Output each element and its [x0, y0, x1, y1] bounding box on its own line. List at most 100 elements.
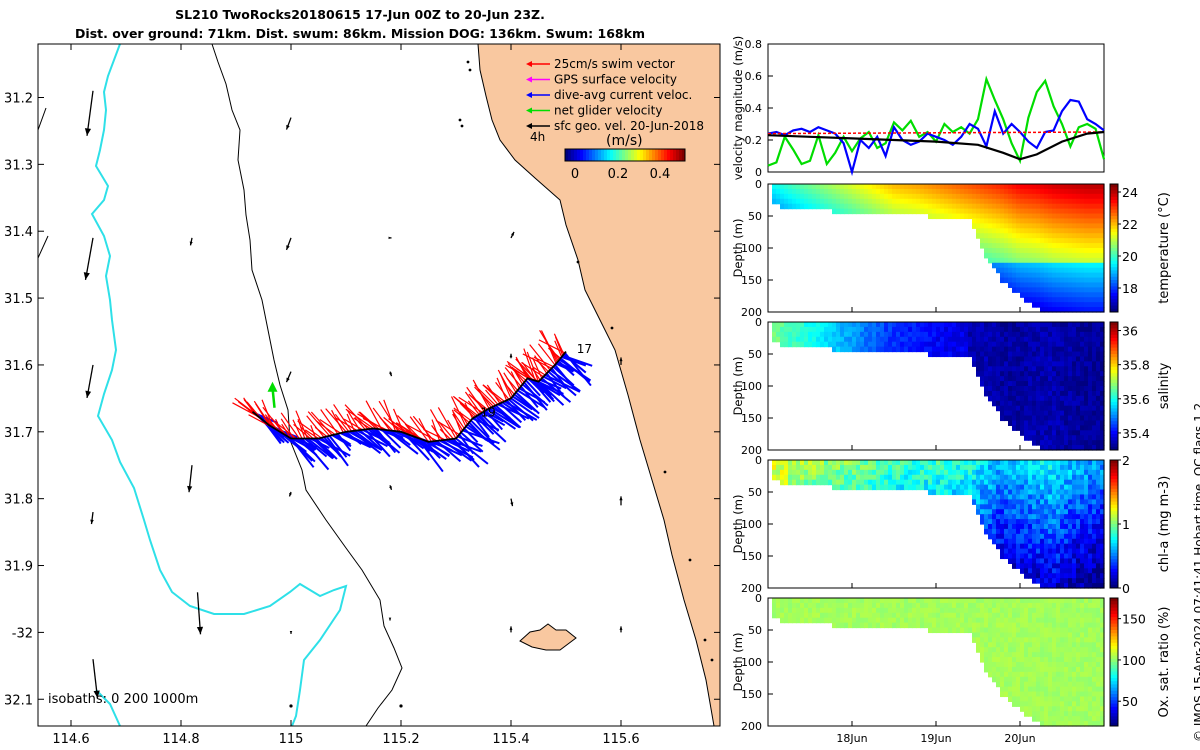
section-cell: [1100, 716, 1105, 722]
section-cell: [1048, 223, 1053, 229]
section-cell: [1076, 203, 1081, 210]
section-cell: [1088, 287, 1093, 293]
section-cell: [1076, 622, 1081, 629]
section-cell: [1028, 193, 1033, 200]
section-cell: [1096, 538, 1101, 545]
section-cell: [1016, 671, 1021, 678]
section-cell: [1100, 262, 1105, 269]
section-cell: [1028, 381, 1033, 387]
section-cell: [1068, 563, 1073, 569]
section-cell: [1048, 647, 1053, 653]
section-cell: [1092, 706, 1097, 712]
section-cell: [1056, 558, 1061, 564]
section-y-tick-label: 0: [755, 592, 762, 605]
section-cell: [988, 612, 993, 619]
section-cell: [1028, 474, 1033, 481]
section-cell: [844, 336, 849, 343]
section-cell: [1064, 691, 1069, 698]
section-cell: [1080, 405, 1085, 412]
section-cell: [1056, 721, 1061, 727]
section-colorbar-tick-label: 0: [1122, 581, 1130, 596]
section-cell: [1044, 637, 1049, 643]
section-cell: [796, 602, 801, 609]
section-cell: [1012, 499, 1017, 505]
section-cell: [1044, 386, 1049, 392]
section-cell: [876, 188, 881, 195]
section-colorbar-cell: [1110, 296, 1118, 300]
section-cell: [1000, 548, 1005, 555]
section-cell: [992, 381, 997, 387]
section-cell: [976, 612, 981, 619]
section-cell: [1016, 652, 1021, 658]
section-cell: [1084, 415, 1089, 422]
section-cell: [1048, 598, 1053, 604]
section-cell: [992, 213, 997, 220]
section-colorbar-cell: [1110, 289, 1118, 294]
section-cell: [1080, 248, 1085, 254]
section-cell: [1044, 390, 1049, 397]
section-cell: [1024, 248, 1029, 254]
section-cell: [1056, 346, 1061, 353]
section-cell: [916, 602, 921, 609]
section-cell: [976, 484, 981, 491]
dive-avg-vector: [359, 429, 383, 451]
section-cell: [1072, 696, 1077, 702]
section-cell: [1100, 563, 1105, 569]
section-cell: [1048, 292, 1053, 298]
section-cell: [984, 390, 989, 397]
section-colorbar-cell: [1110, 392, 1118, 397]
section-cell: [1044, 297, 1049, 303]
section-cell: [916, 460, 921, 466]
section-cell: [968, 489, 973, 496]
section-cell: [984, 602, 989, 609]
section-cell: [796, 474, 801, 481]
section-cell: [1056, 400, 1061, 407]
section-cell: [948, 346, 953, 353]
section-cell: [1068, 233, 1073, 239]
section-cell: [1072, 568, 1077, 574]
section-cell: [944, 484, 949, 491]
section-cell: [1024, 267, 1029, 274]
section-cell: [896, 607, 901, 614]
section-cell: [984, 252, 989, 259]
section-cell: [1060, 287, 1065, 293]
section-cell: [1080, 716, 1085, 722]
section-cell: [788, 469, 793, 476]
section-cell: [1064, 622, 1069, 629]
section-cell: [1064, 662, 1069, 668]
section-y-tick-label: 0: [755, 454, 762, 467]
section-cell: [872, 188, 877, 195]
section-cell: [920, 484, 925, 491]
section-cell: [1096, 578, 1101, 584]
section-cell: [1004, 657, 1009, 663]
section-cell: [1032, 297, 1037, 303]
dive-avg-vector: [525, 379, 541, 397]
dive-avg-vector: [353, 429, 378, 449]
section-colorbar-tick-label: 22: [1122, 217, 1138, 232]
section-cell: [1040, 400, 1045, 407]
section-cell: [956, 464, 961, 471]
section-cell: [804, 464, 809, 471]
section-cell: [864, 598, 869, 604]
section-cell: [972, 494, 977, 500]
section-cell: [996, 361, 1001, 367]
section-cell: [1036, 366, 1041, 372]
section-cell: [988, 193, 993, 200]
section-cell: [1076, 331, 1081, 338]
colorbar-cell: [655, 149, 659, 161]
section-cell: [1020, 657, 1025, 663]
section-cell: [1000, 602, 1005, 609]
section-cell: [1040, 484, 1045, 491]
section-cell: [876, 331, 881, 338]
section-cell: [1064, 371, 1069, 377]
section-cell: [1076, 602, 1081, 609]
section-cell: [916, 598, 921, 604]
section-cell: [1100, 691, 1105, 698]
section-cell: [1044, 292, 1049, 298]
section-cell: [936, 341, 941, 348]
section-cell: [988, 252, 993, 259]
section-cell: [1020, 617, 1025, 624]
section-cell: [1012, 686, 1017, 693]
section-cell: [884, 469, 889, 476]
section-cell: [848, 469, 853, 476]
